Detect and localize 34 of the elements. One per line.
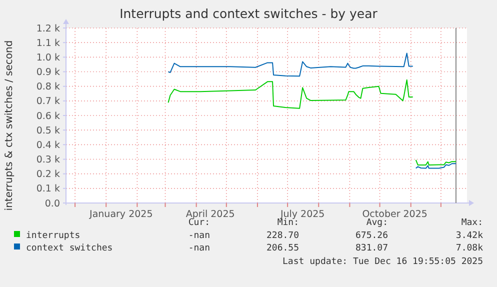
text: 206.55 (266, 244, 299, 254)
y-tick-label: 0.9 k (36, 67, 60, 78)
y-tick-label: 0.1 k (36, 184, 60, 195)
x-tick-label: April 2025 (186, 209, 235, 220)
text: Min: (277, 218, 299, 228)
text: Max: (461, 218, 483, 228)
y-tick-label: 0.0 (44, 198, 60, 210)
text: Last update: Tue Dec 16 19:55:05 2025 (282, 257, 483, 267)
text: -nan (188, 244, 210, 254)
text: 3.42k (456, 231, 484, 241)
y-tick-label: 1.1 k (36, 38, 60, 49)
y-tick-label: 0.4 k (36, 140, 60, 151)
x-tick-label: January 2025 (88, 209, 153, 220)
text: 831.07 (355, 244, 388, 254)
chart-title: Interrupts and context switches - by year (120, 6, 378, 21)
y-tick-label: 0.6 k (36, 110, 60, 122)
y-tick-label: 0.5 k (36, 125, 60, 136)
text: -nan (188, 231, 210, 241)
text: 228.70 (266, 231, 299, 241)
x-tick-label: July 2025 (279, 209, 325, 220)
legend-label: interrupts (26, 231, 80, 241)
text: Cur: (188, 218, 210, 228)
y-tick-label: 0.7 k (36, 96, 60, 108)
text: 7.08k (456, 244, 484, 254)
text: 675.26 (355, 231, 388, 241)
x-tick-label: October 2025 (362, 209, 428, 220)
y-tick-label: 1.0 k (36, 52, 60, 64)
legend-label: context switches (26, 244, 113, 254)
y-tick-label: 0.8 k (36, 82, 60, 93)
text: Avg: (366, 218, 388, 228)
y-tick-label: 1.2 k (36, 23, 60, 34)
y-tick-label: 0.2 k (36, 169, 60, 180)
y-tick-label: 0.3 k (36, 154, 60, 166)
y-axis-title: interrupts & ctx switches / second (4, 40, 15, 211)
